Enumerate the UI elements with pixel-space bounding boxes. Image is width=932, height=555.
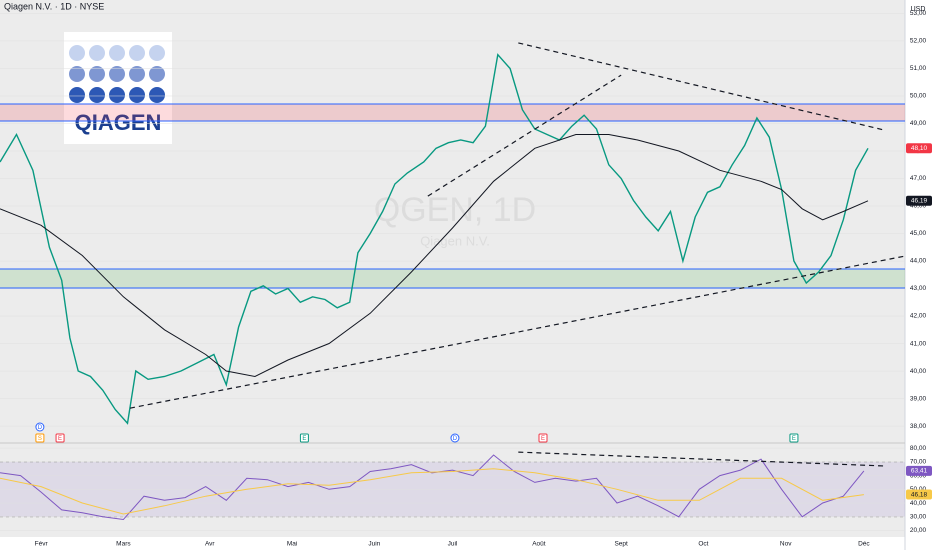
price-label: 46,19	[911, 198, 928, 205]
y-tick-label: 40,00	[910, 500, 927, 507]
y-tick-label: 46,00	[910, 203, 927, 210]
y-tick-label: 44,00	[910, 258, 927, 265]
logo-text: QIAGEN	[75, 110, 162, 135]
y-tick-label: 38,00	[910, 423, 927, 430]
event-label: S	[38, 436, 42, 442]
event-label: E	[58, 436, 62, 442]
series-line	[0, 468, 864, 515]
y-tick-label: 47,00	[910, 175, 927, 182]
logo-dot	[109, 66, 125, 82]
logo-dot	[149, 66, 165, 82]
y-tick-label: 50,00	[910, 486, 927, 493]
logo-dot	[89, 66, 105, 82]
price-label-box	[906, 195, 932, 206]
x-tick-label: Sept	[614, 541, 628, 548]
event-marker	[299, 433, 309, 443]
x-tick-label: Déc	[858, 541, 870, 548]
x-tick-label: Avr	[205, 541, 215, 548]
zone	[0, 268, 905, 288]
x-tick-label: Févr	[35, 541, 49, 548]
y-tick-label: 40,00	[910, 368, 927, 375]
event-label: D	[453, 436, 458, 442]
x-tick-label: Nov	[780, 541, 792, 548]
x-tick-label: Mars	[116, 541, 131, 548]
y-tick-label: 20,00	[910, 527, 927, 534]
logo-dot	[109, 45, 125, 61]
logo-dot	[129, 66, 145, 82]
y-tick-label: 51,00	[910, 65, 927, 72]
series-line	[0, 454, 865, 521]
logo-dot	[109, 87, 125, 103]
watermark-subtitle: Qiagen N.V.	[420, 233, 490, 248]
price-label-box	[906, 143, 932, 154]
watermark-title: QGEN, 1D	[374, 191, 536, 229]
price-label: 48,10	[911, 145, 928, 152]
y-tick-label: 39,00	[910, 395, 927, 402]
x-tick-label: Oct	[698, 541, 708, 548]
logo-dot	[89, 45, 105, 61]
series-line	[0, 134, 869, 378]
event-marker	[35, 433, 45, 443]
y-tick-label: 52,00	[910, 38, 927, 45]
series-line	[0, 53, 869, 425]
x-tick-label: Juin	[368, 541, 380, 548]
y-tick-label: 41,00	[910, 340, 927, 347]
logo-dots	[69, 45, 165, 103]
logo-dot	[149, 45, 165, 61]
event-label: E	[541, 436, 545, 442]
logo-dot	[69, 45, 85, 61]
logo-dot	[149, 87, 165, 103]
x-tick-label: Mai	[287, 541, 297, 548]
y-tick-label: 42,00	[910, 313, 927, 320]
y-tick-label: 43,00	[910, 285, 927, 292]
event-marker	[35, 422, 45, 432]
logo-dot	[129, 87, 145, 103]
trendline	[427, 74, 622, 197]
price-axis	[905, 0, 932, 550]
zone	[0, 103, 905, 122]
logo-dot	[129, 45, 145, 61]
y-tick-label: 45,00	[910, 230, 927, 237]
logo-dot	[89, 87, 105, 103]
logo-dot	[69, 87, 85, 103]
logo-dot	[69, 66, 85, 82]
y-tick-label: 49,00	[910, 120, 927, 127]
event-marker	[789, 433, 799, 443]
price-label: 63,41	[911, 468, 928, 475]
event-label: E	[302, 436, 306, 442]
y-tick-label: 70,00	[910, 459, 927, 466]
price-label: 46,18	[911, 491, 928, 498]
event-marker	[55, 433, 65, 443]
header: Qiagen N.V. · 1D · NYSE	[4, 1, 104, 11]
x-tick-label: Août	[532, 541, 546, 548]
y-tick-label: 80,00	[910, 445, 927, 452]
trendline	[518, 451, 885, 467]
event-label: D	[38, 425, 43, 431]
y-tick-label: 53,00	[910, 10, 927, 17]
event-marker	[450, 433, 460, 443]
trendline	[129, 255, 906, 409]
price-label-box	[906, 489, 932, 500]
event-marker	[538, 433, 548, 443]
event-label: E	[792, 436, 796, 442]
price-label-box	[906, 465, 932, 476]
currency: USD	[911, 6, 926, 13]
logo: QIAGEN	[64, 32, 172, 144]
y-tick-label: 50,00	[910, 93, 927, 100]
y-tick-label: 30,00	[910, 513, 927, 520]
x-tick-label: Juil	[448, 541, 458, 548]
